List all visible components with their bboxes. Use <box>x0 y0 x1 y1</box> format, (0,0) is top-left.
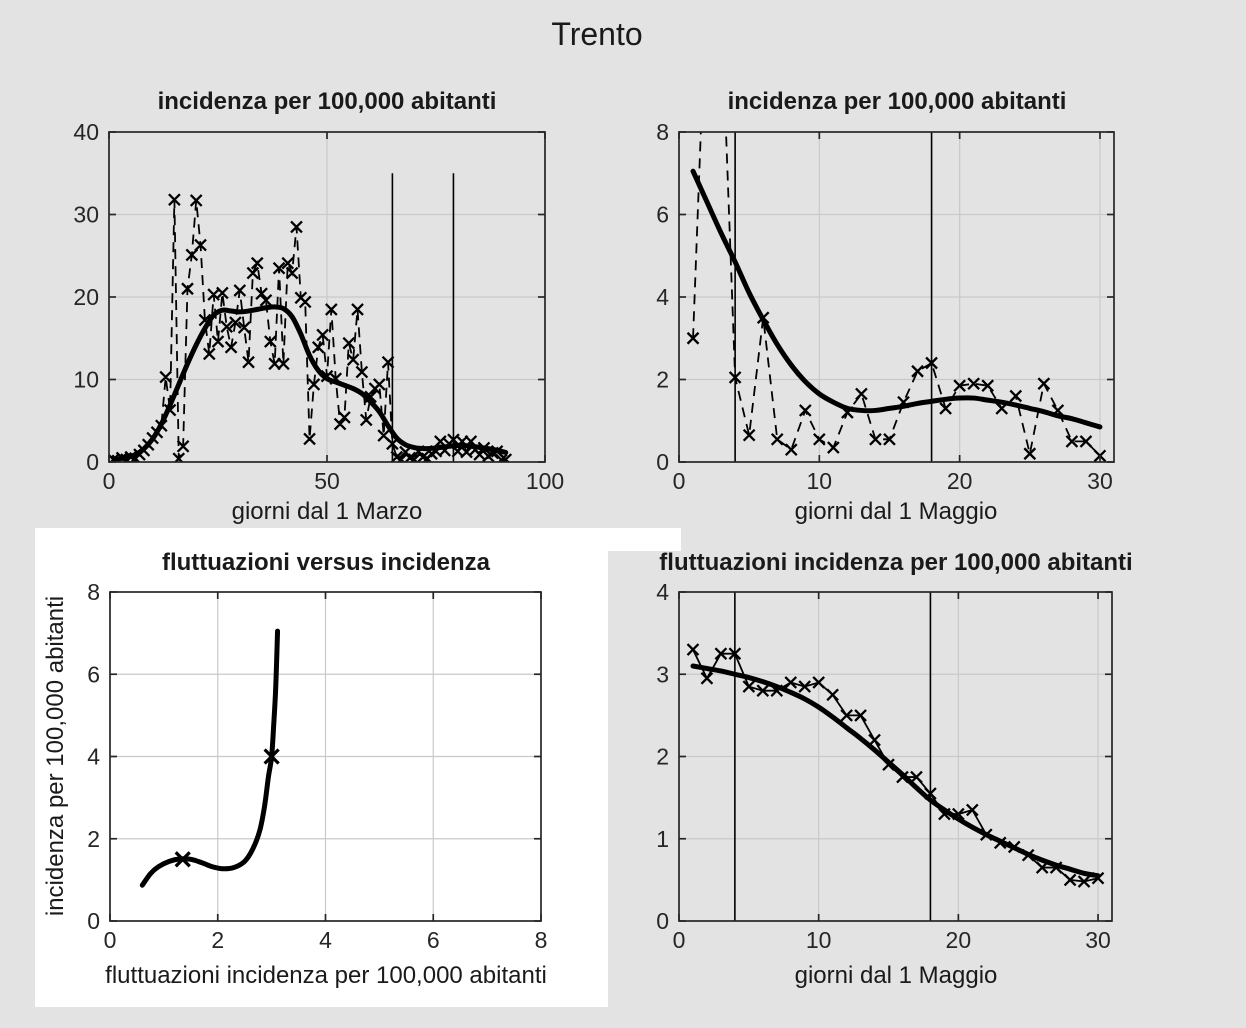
y-tick-label: 10 <box>73 367 99 393</box>
xlabel-fluctuations-vs-incidence: fluttuazioni incidenza per 100,000 abita… <box>105 962 547 989</box>
x-tick-label: 0 <box>673 468 686 494</box>
x-tick-label: 6 <box>427 927 440 953</box>
fluctuations-may-smooth-series <box>690 663 1101 879</box>
y-tick-label: 6 <box>656 202 669 228</box>
x-tick-label: 0 <box>103 468 116 494</box>
y-tick-label: 0 <box>656 908 669 934</box>
xlabel-fluctuations-may: giorni dal 1 Maggio <box>794 962 998 989</box>
x-tick-label: 30 <box>1085 927 1111 953</box>
incidence-march-data-series <box>113 199 506 462</box>
y-tick-label: 1 <box>656 826 669 852</box>
x-tick-label: 20 <box>947 468 973 494</box>
y-tick-label: 0 <box>86 449 99 475</box>
x-tick-label: 0 <box>673 927 686 953</box>
x-tick-label: 4 <box>319 927 332 953</box>
xlabel-incidence-march: giorni dal 1 Marzo <box>231 498 423 525</box>
incidence-march-smooth-series <box>115 304 509 462</box>
x-tick-label: 50 <box>314 468 340 494</box>
x-tick-label: 2 <box>211 927 224 953</box>
x-tick-label: 30 <box>1087 468 1113 494</box>
figure-title: Trento <box>551 16 643 52</box>
subplot-incidence-march: 0 50 100 0 10 20 30 40 <box>73 119 564 494</box>
y-tick-label: 20 <box>73 284 99 310</box>
subplot-title-fluctuations-may: fluttuazioni incidenza per 100,000 abita… <box>659 549 1133 576</box>
y-tick-label: 8 <box>87 579 100 605</box>
y-tick-label: 4 <box>656 284 669 310</box>
y-tick-label: 2 <box>656 744 669 770</box>
incidence-may-smooth-series <box>690 168 1103 430</box>
subplot-title-fluctuations-vs-incidence: fluttuazioni versus incidenza <box>161 549 491 576</box>
incidence-may-data-series <box>692 132 1101 457</box>
x-tick-label: 10 <box>807 468 833 494</box>
white-backdrop-strip <box>35 528 681 551</box>
white-backdrop-panel <box>35 551 608 1007</box>
subplot-title-incidence-march: incidenza per 100,000 abitanti <box>157 88 497 115</box>
subplot-fluctuations-vs-incidence: 0 2 4 6 8 0 2 4 6 8 <box>87 579 547 953</box>
x-tick-label: 8 <box>535 927 548 953</box>
y-tick-label: 4 <box>87 744 100 770</box>
incidence-may-data-markers <box>686 311 1107 462</box>
y-tick-label: 6 <box>87 661 100 687</box>
y-tick-label: 30 <box>73 202 99 228</box>
y-tick-label: 0 <box>87 908 100 934</box>
y-tick-label: 4 <box>656 579 669 605</box>
x-tick-label: 100 <box>526 468 564 494</box>
subplot-fluctuations-may: 0 10 20 30 0 1 2 3 4 <box>656 579 1113 953</box>
subplot-incidence-may: 0 10 20 30 0 2 4 6 8 <box>656 119 1115 494</box>
x-tick-label: 20 <box>946 927 972 953</box>
fluctuations-vs-incidence-highlight-markers <box>174 748 280 868</box>
y-tick-label: 0 <box>656 449 669 475</box>
fluctuations-vs-incidence-smooth-series <box>139 628 281 888</box>
x-tick-label: 0 <box>104 927 117 953</box>
x-tick-label: 10 <box>806 927 832 953</box>
ylabel-fluctuations-vs-incidence: incidenza per 100,000 abitanti <box>42 595 69 917</box>
y-tick-label: 3 <box>656 661 669 687</box>
xlabel-incidence-may: giorni dal 1 Maggio <box>794 498 998 525</box>
y-tick-label: 8 <box>656 119 669 145</box>
y-tick-label: 2 <box>656 367 669 393</box>
subplot-title-incidence-may: incidenza per 100,000 abitanti <box>727 88 1067 115</box>
y-tick-label: 2 <box>87 826 100 852</box>
y-tick-label: 40 <box>73 119 99 145</box>
